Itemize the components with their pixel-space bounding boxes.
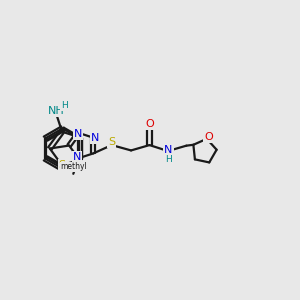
Text: O: O: [145, 119, 154, 129]
Text: N: N: [91, 133, 99, 143]
Text: N: N: [74, 129, 82, 139]
Text: N: N: [164, 146, 173, 155]
Text: methyl: methyl: [60, 162, 87, 171]
Text: H: H: [61, 101, 68, 110]
Text: H: H: [165, 155, 172, 164]
Text: N: N: [73, 152, 81, 162]
Text: NH: NH: [47, 106, 64, 116]
Text: S: S: [58, 160, 66, 170]
Text: S: S: [108, 137, 115, 147]
Text: O: O: [204, 132, 213, 142]
Text: N: N: [60, 164, 68, 174]
